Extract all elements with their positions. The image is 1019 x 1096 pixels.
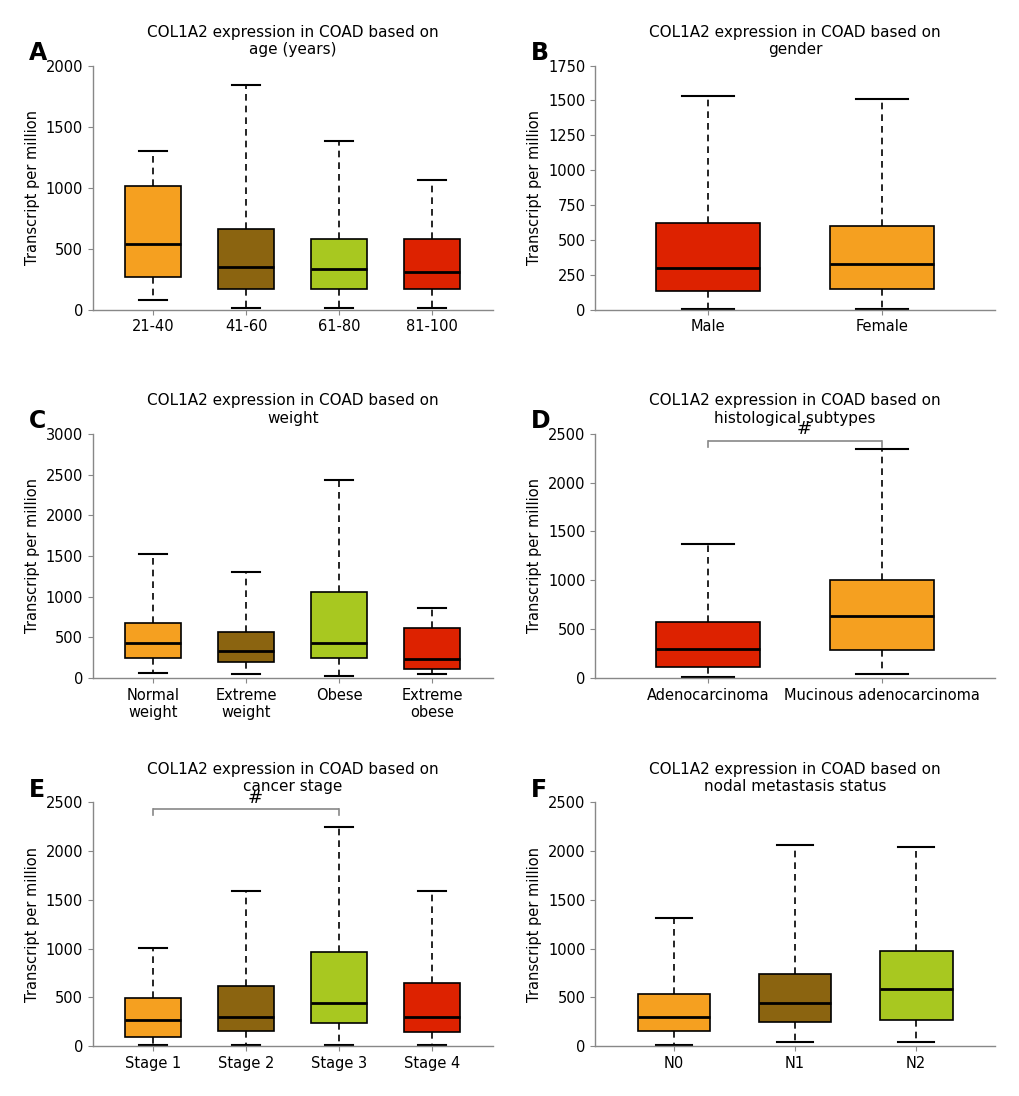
Text: #: # xyxy=(248,789,263,807)
Title: COL1A2 expression in COAD based on
cancer stage: COL1A2 expression in COAD based on cance… xyxy=(147,762,438,795)
Text: B: B xyxy=(531,42,548,65)
PathPatch shape xyxy=(655,623,759,666)
Text: E: E xyxy=(29,778,45,802)
Title: COL1A2 expression in COAD based on
nodal metastasis status: COL1A2 expression in COAD based on nodal… xyxy=(649,762,940,795)
Text: A: A xyxy=(29,42,47,65)
Y-axis label: Transcript per million: Transcript per million xyxy=(527,847,542,1002)
PathPatch shape xyxy=(125,998,181,1037)
Text: #: # xyxy=(796,420,810,438)
PathPatch shape xyxy=(218,985,274,1031)
PathPatch shape xyxy=(404,983,460,1032)
Text: C: C xyxy=(29,410,46,433)
PathPatch shape xyxy=(404,628,460,669)
PathPatch shape xyxy=(637,994,709,1031)
Text: F: F xyxy=(531,778,547,802)
Title: COL1A2 expression in COAD based on
histological subtypes: COL1A2 expression in COAD based on histo… xyxy=(649,393,940,425)
PathPatch shape xyxy=(125,623,181,659)
Title: COL1A2 expression in COAD based on
weight: COL1A2 expression in COAD based on weigh… xyxy=(147,393,438,425)
Y-axis label: Transcript per million: Transcript per million xyxy=(25,847,40,1002)
PathPatch shape xyxy=(125,186,181,276)
Y-axis label: Transcript per million: Transcript per million xyxy=(527,478,542,633)
PathPatch shape xyxy=(311,952,367,1024)
PathPatch shape xyxy=(829,226,933,289)
PathPatch shape xyxy=(758,973,830,1023)
Text: D: D xyxy=(531,410,550,433)
Title: COL1A2 expression in COAD based on
age (years): COL1A2 expression in COAD based on age (… xyxy=(147,25,438,57)
Y-axis label: Transcript per million: Transcript per million xyxy=(527,110,542,265)
Y-axis label: Transcript per million: Transcript per million xyxy=(25,478,40,633)
PathPatch shape xyxy=(311,239,367,289)
PathPatch shape xyxy=(218,631,274,662)
PathPatch shape xyxy=(879,951,952,1020)
Y-axis label: Transcript per million: Transcript per million xyxy=(25,110,40,265)
PathPatch shape xyxy=(655,224,759,292)
PathPatch shape xyxy=(829,580,933,650)
PathPatch shape xyxy=(404,239,460,289)
PathPatch shape xyxy=(218,229,274,289)
Title: COL1A2 expression in COAD based on
gender: COL1A2 expression in COAD based on gende… xyxy=(649,25,940,57)
PathPatch shape xyxy=(311,592,367,658)
